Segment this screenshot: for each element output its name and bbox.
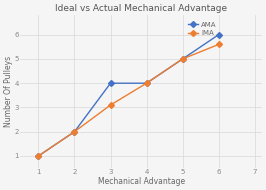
Line: IMA: IMA [36, 42, 221, 158]
AMA [73, 131, 76, 133]
AMA [217, 34, 220, 36]
Legend: AMA, IMA: AMA, IMA [188, 22, 217, 36]
Title: Ideal vs Actual Mechanical Advantage: Ideal vs Actual Mechanical Advantage [55, 4, 227, 13]
IMA [37, 155, 40, 157]
IMA [181, 58, 184, 60]
AMA [145, 82, 148, 84]
AMA [109, 82, 112, 84]
IMA [145, 82, 148, 84]
Line: AMA: AMA [36, 33, 221, 158]
AMA [181, 58, 184, 60]
IMA [73, 131, 76, 133]
IMA [217, 43, 220, 46]
IMA [109, 104, 112, 106]
X-axis label: Mechanical Advantage: Mechanical Advantage [98, 177, 185, 186]
AMA [37, 155, 40, 157]
Y-axis label: Number Of Pulleys: Number Of Pulleys [4, 56, 13, 127]
